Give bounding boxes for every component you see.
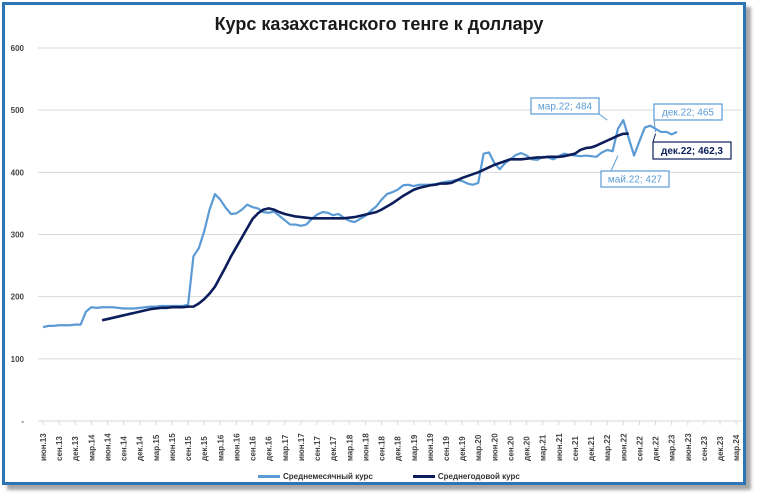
monthly-rate-line (42, 119, 678, 329)
annotation-label: дек.22; 465 (662, 108, 714, 119)
y-tick-label: 200 (11, 293, 25, 302)
x-tick-label: июн.20 (490, 433, 499, 461)
x-tick-label: сен.15 (184, 436, 193, 461)
annotation-box (652, 141, 732, 160)
x-tick-label: мар.24 (732, 434, 741, 461)
x-tick-label: дек.18 (394, 436, 403, 461)
annotation-label: дек.22; 462,3 (661, 146, 723, 157)
x-tick-label: июн.19 (426, 433, 435, 461)
legend-item-monthly: Среднемесячный курс (258, 472, 373, 481)
chart-title: Курс казахстанского тенге к доллару (214, 14, 544, 34)
x-tick-label: сен.22 (635, 436, 644, 461)
annotation-leader (598, 113, 608, 121)
x-tick-label: сен.19 (442, 436, 451, 461)
y-tick-label: - (21, 417, 24, 426)
x-tick-label: сен.17 (313, 436, 322, 461)
x-tick-label: июн.14 (103, 433, 112, 461)
x-tick-label: сен.21 (571, 436, 580, 461)
x-tick-label: мар.17 (281, 434, 290, 461)
annotation-label: мар.22; 484 (538, 102, 593, 113)
x-tick-label: июн.15 (168, 433, 177, 461)
x-tick-label: дек.20 (523, 436, 532, 461)
annotation-leader (652, 133, 657, 143)
y-tick-label: 300 (11, 231, 25, 240)
x-tick-label: дек.15 (200, 436, 209, 461)
x-tick-label: мар.16 (216, 434, 225, 461)
x-tick-label: сен.14 (120, 436, 129, 461)
chart-legend: Среднемесячный курс Среднегодовой курс (258, 472, 520, 481)
x-tick-label: сен.18 (378, 436, 387, 461)
x-tick-label: дек.19 (458, 436, 467, 461)
annotation-box (600, 170, 670, 188)
x-tick-label: мар.22 (603, 434, 612, 461)
y-tick-label: 400 (11, 168, 25, 177)
legend-swatch-monthly (258, 475, 280, 478)
x-tick-label: июн.22 (619, 433, 628, 461)
x-tick-label: дек.14 (136, 436, 145, 461)
x-tick-label: дек.21 (587, 436, 596, 461)
x-tick-label: дек.17 (329, 436, 338, 461)
x-tick-label: дек.22 (652, 436, 661, 461)
annual-rate-line (101, 132, 629, 322)
x-tick-label: мар.15 (152, 434, 161, 461)
x-tick-label: мар.14 (87, 434, 96, 461)
legend-label-monthly: Среднемесячный курс (283, 472, 373, 481)
annotation-leader (653, 119, 657, 132)
x-tick-label: июн.21 (555, 433, 564, 461)
legend-swatch-annual (412, 475, 435, 478)
legend-item-annual: Среднегодовой курс (412, 472, 520, 481)
y-tick-label: 600 (11, 44, 25, 53)
x-tick-label: июн.16 (232, 433, 241, 461)
x-tick-label: июн.13 (39, 433, 48, 461)
x-tick-label: сен.20 (506, 436, 515, 461)
x-tick-label: июн.23 (684, 433, 693, 461)
annotation-box (653, 103, 723, 121)
x-tick-label: дек.23 (716, 436, 725, 461)
y-tick-label: 500 (11, 106, 25, 115)
y-tick-label: 100 (11, 355, 25, 364)
x-tick-label: мар.20 (474, 434, 483, 461)
x-tick-label: июн.18 (361, 433, 370, 461)
x-tick-label: июн.17 (297, 433, 306, 461)
x-tick-label: мар.23 (668, 434, 677, 461)
x-tick-label: мар.18 (345, 434, 354, 461)
x-tick-label: мар.21 (539, 434, 548, 461)
x-tick-label: дек.13 (71, 436, 80, 461)
x-tick-label: сен.13 (55, 436, 64, 461)
annotation-box (530, 97, 600, 115)
x-tick-label: сен.16 (249, 436, 258, 461)
annotation-leader (610, 155, 619, 172)
x-tick-label: дек.16 (265, 436, 274, 461)
x-tick-label: сен.23 (700, 436, 709, 461)
x-tick-label: мар.19 (410, 434, 419, 461)
chart-frame (2, 2, 746, 485)
annotation-label: май.22; 427 (608, 175, 663, 186)
legend-label-annual: Среднегодовой курс (437, 472, 520, 481)
